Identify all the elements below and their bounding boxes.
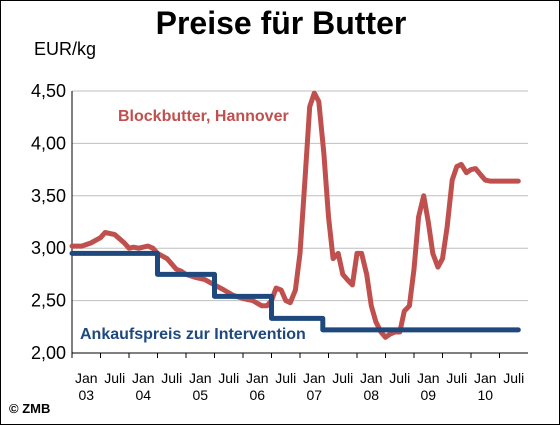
x-tick-labels: Jan Juli Jan Juli Jan Juli Jan Juli Jan Juli Jan Ju… bbox=[75, 370, 524, 403]
x-year-label: 10 bbox=[477, 387, 493, 403]
series-line-blockbutter bbox=[69, 90, 521, 340]
x-tick-label: Juli bbox=[332, 370, 353, 386]
chart-title: Preise für Butter bbox=[155, 5, 407, 41]
y-tick-label: 3,00 bbox=[31, 238, 66, 258]
x-year-label: 04 bbox=[135, 387, 151, 403]
x-tick-label: Jan bbox=[189, 370, 212, 386]
series-label-intervention: Ankaufspreis zur Intervention bbox=[80, 326, 306, 343]
copyright-label: © ZMB bbox=[9, 401, 51, 416]
series-lines bbox=[69, 90, 521, 340]
y-tick-label: 2,00 bbox=[31, 343, 66, 363]
y-tick-label: 2,50 bbox=[31, 291, 66, 311]
x-tick-label: Juli bbox=[104, 370, 125, 386]
x-tick-label: Jan bbox=[474, 370, 497, 386]
x-tick-label: Juli bbox=[389, 370, 410, 386]
x-tick-label: Jan bbox=[360, 370, 383, 386]
x-tick-label: Jan bbox=[246, 370, 269, 386]
x-tick-label: Jan bbox=[75, 370, 98, 386]
x-year-label: 07 bbox=[306, 387, 322, 403]
x-tick-label: Juli bbox=[503, 370, 524, 386]
x-tick-label: Juli bbox=[218, 370, 239, 386]
x-year-label: 05 bbox=[192, 387, 208, 403]
y-axis-unit-label: EUR/kg bbox=[34, 39, 97, 59]
series-line-intervention bbox=[69, 250, 521, 333]
x-year-label: 09 bbox=[420, 387, 436, 403]
y-tick-labels: 2,00 2,50 3,00 3,50 4,00 4,50 bbox=[31, 81, 66, 363]
x-tick-label: Juli bbox=[275, 370, 296, 386]
y-tick-label: 3,50 bbox=[31, 186, 66, 206]
x-tick-label: Juli bbox=[446, 370, 467, 386]
y-tick-label: 4,00 bbox=[31, 133, 66, 153]
x-year-label: 08 bbox=[363, 387, 379, 403]
x-year-label: 03 bbox=[78, 387, 94, 403]
series-label-blockbutter: Blockbutter, Hannover bbox=[118, 108, 289, 125]
x-year-label: 06 bbox=[249, 387, 265, 403]
y-tick-label: 4,50 bbox=[31, 81, 66, 101]
x-tick-label: Jan bbox=[303, 370, 326, 386]
x-tick-label: Juli bbox=[161, 370, 182, 386]
x-tick-label: Jan bbox=[417, 370, 440, 386]
x-tick-label: Jan bbox=[132, 370, 155, 386]
